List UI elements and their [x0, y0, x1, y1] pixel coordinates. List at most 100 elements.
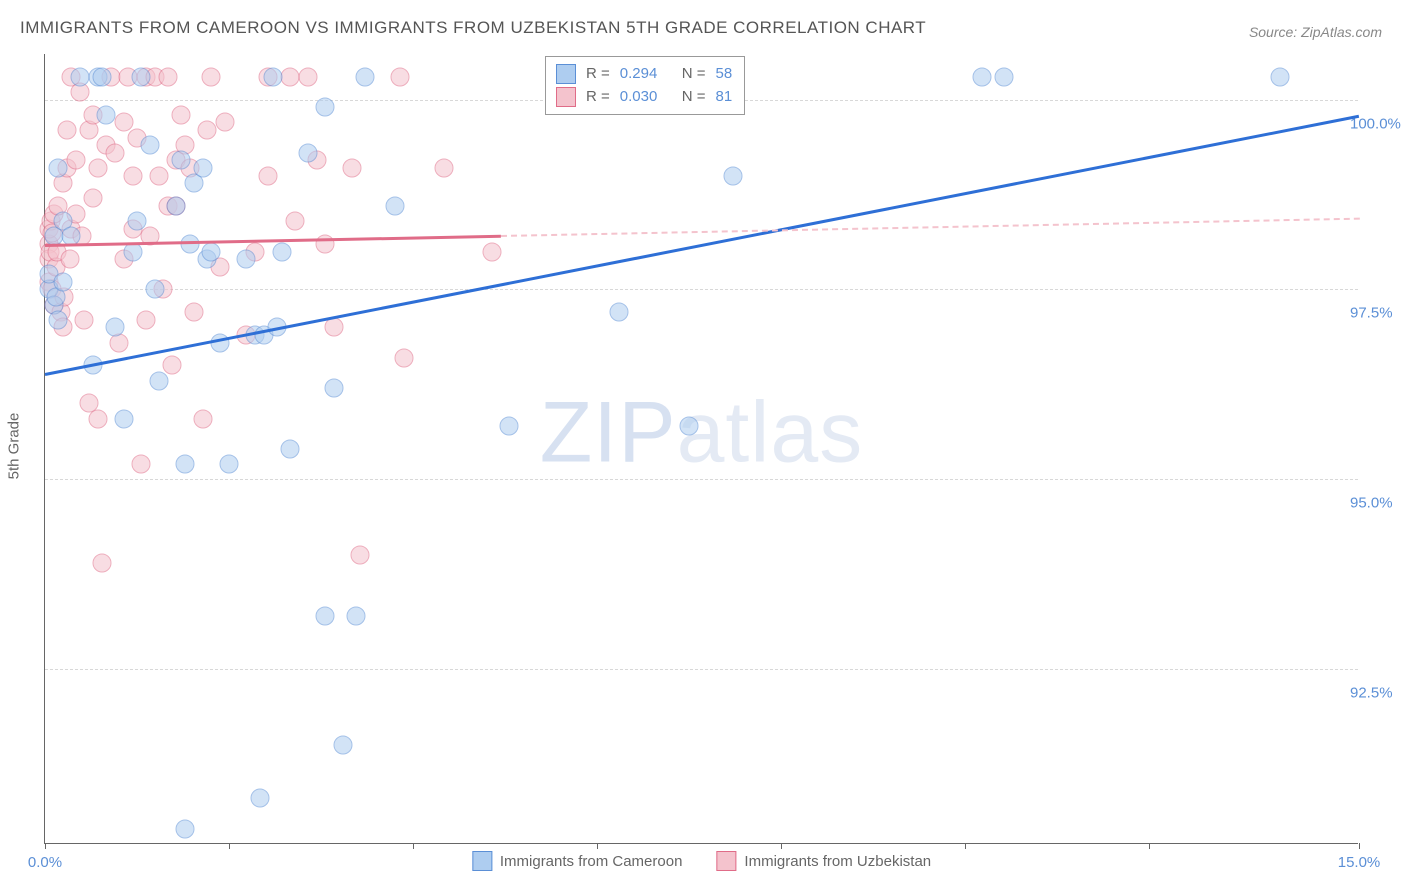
scatter-point — [995, 67, 1014, 86]
legend-r-value: 0.030 — [620, 86, 672, 109]
scatter-point — [145, 280, 164, 299]
trend-line — [45, 115, 1360, 376]
x-tick — [781, 843, 782, 849]
scatter-point — [127, 212, 146, 231]
y-tick-label: 92.5% — [1350, 685, 1406, 702]
legend-swatch — [556, 87, 576, 107]
scatter-point — [237, 250, 256, 269]
series-legend-item: Immigrants from Cameroon — [472, 851, 683, 871]
scatter-point — [281, 67, 300, 86]
scatter-point — [202, 242, 221, 261]
x-tick-label: 15.0% — [1338, 854, 1381, 871]
series-name: Immigrants from Uzbekistan — [744, 853, 931, 870]
scatter-point — [60, 250, 79, 269]
scatter-point — [250, 789, 269, 808]
scatter-point — [500, 417, 519, 436]
scatter-point — [1271, 67, 1290, 86]
gridline — [45, 669, 1358, 670]
scatter-point — [106, 143, 125, 162]
scatter-point — [355, 67, 374, 86]
scatter-point — [163, 356, 182, 375]
legend-n-label: N = — [682, 63, 706, 86]
scatter-point — [215, 113, 234, 132]
scatter-point — [259, 166, 278, 185]
legend-n-label: N = — [682, 86, 706, 109]
scatter-point — [342, 158, 361, 177]
scatter-point — [316, 607, 335, 626]
scatter-point — [49, 310, 68, 329]
x-tick — [413, 843, 414, 849]
legend-swatch — [716, 851, 736, 871]
source-attribution: Source: ZipAtlas.com — [1249, 24, 1382, 40]
scatter-point — [97, 105, 116, 124]
scatter-point — [158, 67, 177, 86]
scatter-point — [263, 67, 282, 86]
correlation-legend: R =0.294N =58R =0.030N =81 — [545, 56, 745, 115]
scatter-point — [973, 67, 992, 86]
scatter-point — [141, 136, 160, 155]
scatter-point — [193, 158, 212, 177]
scatter-point — [171, 151, 190, 170]
scatter-point — [434, 158, 453, 177]
scatter-point — [386, 196, 405, 215]
scatter-point — [149, 166, 168, 185]
x-tick — [965, 843, 966, 849]
scatter-point — [325, 318, 344, 337]
legend-n-value: 58 — [716, 63, 733, 86]
scatter-point — [71, 67, 90, 86]
scatter-point — [114, 409, 133, 428]
scatter-point — [198, 120, 217, 139]
scatter-point — [272, 242, 291, 261]
scatter-point — [53, 272, 72, 291]
y-axis-label: 5th Grade — [6, 413, 23, 480]
scatter-point — [132, 67, 151, 86]
scatter-point — [482, 242, 501, 261]
scatter-point — [75, 310, 94, 329]
scatter-point — [184, 303, 203, 322]
scatter-point — [193, 409, 212, 428]
scatter-point — [88, 158, 107, 177]
scatter-point — [57, 120, 76, 139]
y-tick-label: 95.0% — [1350, 495, 1406, 512]
legend-r-value: 0.294 — [620, 63, 672, 86]
scatter-point — [219, 455, 238, 474]
scatter-point — [49, 158, 68, 177]
scatter-point — [176, 819, 195, 838]
scatter-point — [390, 67, 409, 86]
legend-n-value: 81 — [716, 86, 733, 109]
chart-title: IMMIGRANTS FROM CAMEROON VS IMMIGRANTS F… — [20, 18, 926, 38]
scatter-point — [609, 303, 628, 322]
y-tick-label: 97.5% — [1350, 305, 1406, 322]
x-tick-label: 0.0% — [28, 854, 62, 871]
legend-swatch — [472, 851, 492, 871]
scatter-point — [281, 440, 300, 459]
legend-row: R =0.294N =58 — [556, 63, 732, 86]
scatter-point — [171, 105, 190, 124]
scatter-point — [351, 546, 370, 565]
scatter-point — [92, 67, 111, 86]
scatter-point — [88, 409, 107, 428]
scatter-point — [723, 166, 742, 185]
scatter-point — [298, 67, 317, 86]
scatter-point — [316, 98, 335, 117]
trend-line-dashed — [500, 217, 1359, 236]
scatter-point — [136, 310, 155, 329]
scatter-point — [84, 189, 103, 208]
scatter-point — [333, 736, 352, 755]
x-tick — [1359, 843, 1360, 849]
x-tick — [1149, 843, 1150, 849]
scatter-point — [285, 212, 304, 231]
series-legend-item: Immigrants from Uzbekistan — [716, 851, 931, 871]
series-name: Immigrants from Cameroon — [500, 853, 683, 870]
scatter-point — [132, 455, 151, 474]
scatter-point — [325, 379, 344, 398]
scatter-point — [66, 151, 85, 170]
gridline — [45, 289, 1358, 290]
x-tick — [229, 843, 230, 849]
scatter-point — [679, 417, 698, 436]
legend-r-label: R = — [586, 86, 610, 109]
scatter-point — [395, 348, 414, 367]
scatter-point — [176, 455, 195, 474]
scatter-point — [123, 166, 142, 185]
scatter-point — [298, 143, 317, 162]
